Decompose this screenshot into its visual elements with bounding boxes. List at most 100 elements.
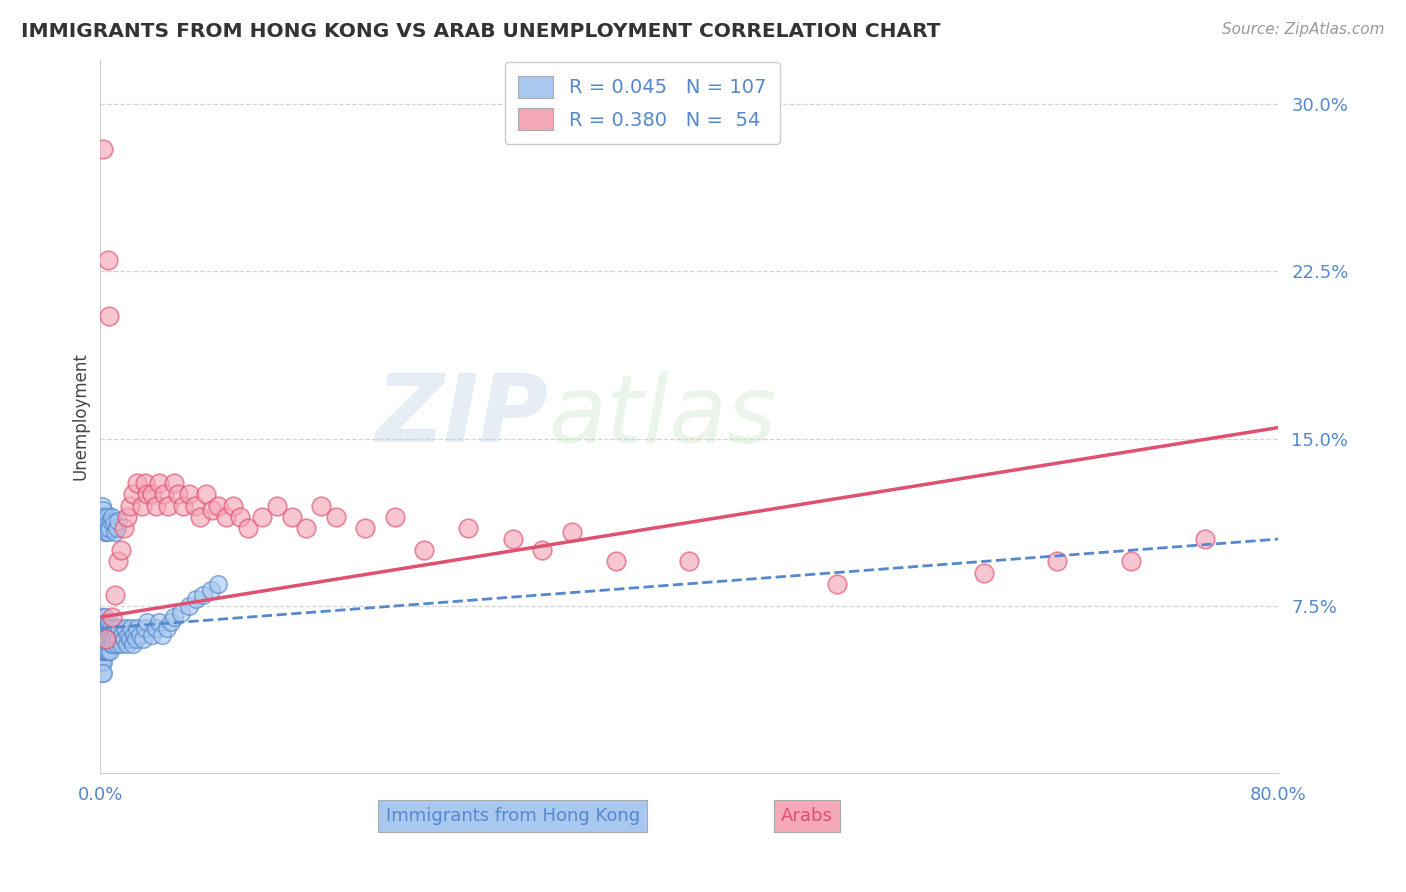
Point bbox=[97, 621, 120, 635]
Point bbox=[103, 632, 125, 647]
Point bbox=[112, 521, 135, 535]
Point bbox=[281, 509, 304, 524]
Point bbox=[136, 487, 159, 501]
Point bbox=[132, 632, 155, 647]
Point bbox=[101, 632, 124, 647]
Point bbox=[91, 637, 114, 651]
Point bbox=[93, 643, 115, 657]
Point bbox=[94, 525, 117, 540]
Point bbox=[190, 509, 212, 524]
Point bbox=[94, 632, 117, 647]
Text: Arabs: Arabs bbox=[782, 807, 832, 825]
Point bbox=[107, 632, 129, 647]
Point bbox=[94, 516, 117, 531]
Point bbox=[90, 499, 112, 513]
Point bbox=[98, 309, 121, 323]
Point bbox=[91, 615, 114, 629]
Point bbox=[91, 509, 114, 524]
Point bbox=[236, 521, 259, 535]
Point bbox=[105, 628, 128, 642]
Point bbox=[502, 532, 524, 546]
Point bbox=[93, 621, 115, 635]
Point bbox=[98, 521, 121, 535]
Point bbox=[157, 499, 180, 513]
Point bbox=[120, 621, 142, 635]
Point bbox=[110, 637, 132, 651]
Point bbox=[90, 643, 112, 657]
Point bbox=[118, 499, 141, 513]
Point bbox=[107, 514, 129, 528]
Point bbox=[131, 499, 153, 513]
Point bbox=[1194, 532, 1216, 546]
Point bbox=[96, 643, 118, 657]
Point bbox=[150, 628, 173, 642]
Point bbox=[207, 576, 229, 591]
Text: Immigrants from Hong Kong: Immigrants from Hong Kong bbox=[385, 807, 640, 825]
Point bbox=[167, 487, 190, 501]
Point bbox=[107, 554, 129, 568]
Point bbox=[115, 637, 138, 651]
Point bbox=[122, 628, 145, 642]
Point bbox=[115, 509, 138, 524]
Point bbox=[96, 514, 118, 528]
Point bbox=[214, 509, 236, 524]
Point bbox=[101, 610, 124, 624]
Point bbox=[145, 621, 167, 635]
Point bbox=[91, 643, 114, 657]
Point bbox=[266, 499, 288, 513]
Point bbox=[93, 509, 115, 524]
Point bbox=[104, 588, 127, 602]
Point bbox=[1119, 554, 1142, 568]
Point bbox=[1046, 554, 1069, 568]
Point bbox=[97, 253, 120, 268]
Point bbox=[127, 476, 149, 491]
Point bbox=[183, 499, 205, 513]
Point bbox=[172, 499, 194, 513]
Point bbox=[90, 632, 112, 647]
Point bbox=[105, 637, 128, 651]
Legend: R = 0.045   N = 107, R = 0.380   N =  54: R = 0.045 N = 107, R = 0.380 N = 54 bbox=[505, 62, 780, 144]
Point bbox=[91, 632, 114, 647]
Point bbox=[94, 525, 117, 540]
Point bbox=[90, 643, 112, 657]
Point bbox=[170, 606, 193, 620]
Point bbox=[114, 621, 136, 635]
Point bbox=[195, 487, 218, 501]
Point bbox=[295, 521, 318, 535]
Point bbox=[101, 637, 124, 651]
Point bbox=[201, 503, 224, 517]
Point bbox=[103, 516, 125, 531]
Point bbox=[125, 632, 148, 647]
Point bbox=[90, 621, 112, 635]
Point bbox=[98, 615, 121, 629]
Point bbox=[98, 523, 121, 537]
Point bbox=[309, 499, 332, 513]
Point bbox=[97, 525, 120, 540]
Point bbox=[90, 610, 112, 624]
Text: IMMIGRANTS FROM HONG KONG VS ARAB UNEMPLOYMENT CORRELATION CHART: IMMIGRANTS FROM HONG KONG VS ARAB UNEMPL… bbox=[21, 22, 941, 41]
Point bbox=[134, 621, 156, 635]
Point bbox=[98, 632, 121, 647]
Point bbox=[117, 628, 139, 642]
Point bbox=[96, 621, 118, 635]
Point bbox=[100, 637, 122, 651]
Point bbox=[91, 142, 114, 156]
Point bbox=[98, 628, 121, 642]
Point bbox=[96, 509, 118, 524]
Point bbox=[94, 643, 117, 657]
Point bbox=[100, 628, 122, 642]
Point bbox=[354, 521, 377, 535]
Point bbox=[252, 509, 274, 524]
Point bbox=[96, 514, 118, 528]
Point bbox=[384, 509, 406, 524]
Point bbox=[94, 637, 117, 651]
Point bbox=[96, 637, 118, 651]
Point bbox=[96, 508, 118, 522]
Text: Source: ZipAtlas.com: Source: ZipAtlas.com bbox=[1222, 22, 1385, 37]
Point bbox=[160, 615, 183, 629]
Point bbox=[90, 655, 112, 669]
Point bbox=[148, 615, 170, 629]
Point bbox=[100, 621, 122, 635]
Point bbox=[973, 566, 995, 580]
Point bbox=[222, 499, 245, 513]
